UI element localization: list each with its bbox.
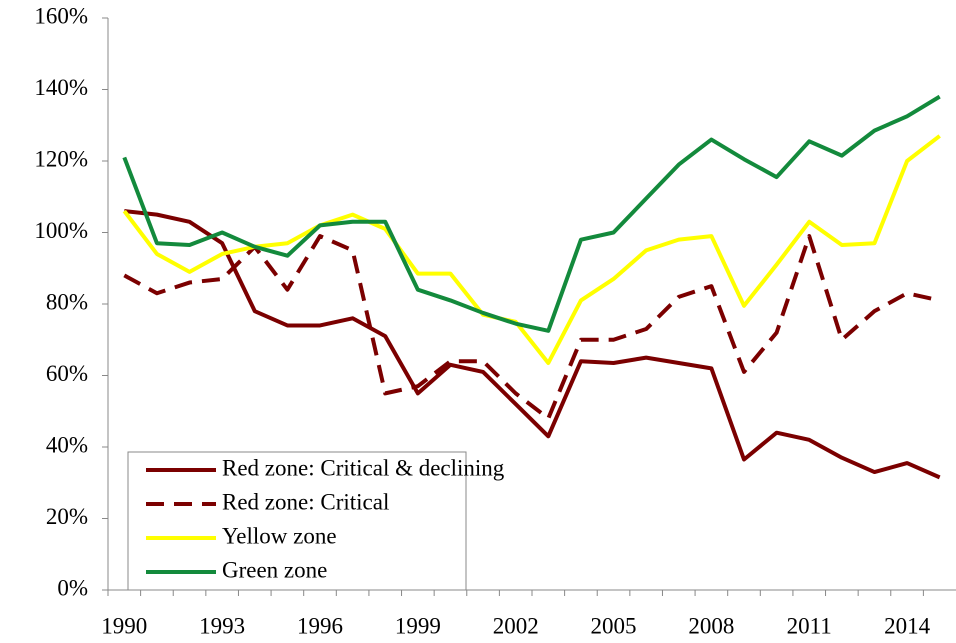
y-tick-label: 120%	[34, 146, 88, 171]
x-tick-label: 2002	[493, 613, 539, 638]
x-tick-label: 2005	[591, 613, 637, 638]
y-tick-label: 80%	[46, 289, 88, 314]
y-tick-label: 140%	[34, 75, 88, 100]
y-tick-label: 100%	[34, 218, 88, 243]
x-tick-label: 2014	[884, 613, 931, 638]
line-series	[124, 209, 941, 480]
legend-label: Green zone	[222, 557, 327, 582]
y-tick-label: 40%	[46, 432, 88, 457]
y-tick-label: 160%	[34, 3, 88, 28]
legend: Red zone: Critical & declining Red zone: …	[127, 451, 505, 591]
legend-label: Yellow zone	[222, 523, 337, 548]
x-tick-label: 1996	[297, 613, 343, 638]
x-tick-label: 1993	[199, 613, 245, 638]
line-series	[122, 134, 941, 365]
y-tick-label: 0%	[57, 575, 88, 600]
line-series	[122, 94, 941, 333]
x-tick-label: 1990	[101, 613, 147, 638]
line-series	[123, 234, 941, 421]
x-tick-label: 1999	[395, 613, 441, 638]
legend-label: Red zone: Critical	[222, 489, 389, 514]
x-tick-label: 2011	[787, 613, 832, 638]
x-tick-label: 2008	[688, 613, 734, 638]
legend-box	[127, 451, 467, 591]
y-tick-label: 20%	[46, 504, 88, 529]
y-tick-label: 60%	[46, 361, 88, 386]
legend-label: Red zone: Critical & declining	[222, 455, 505, 480]
